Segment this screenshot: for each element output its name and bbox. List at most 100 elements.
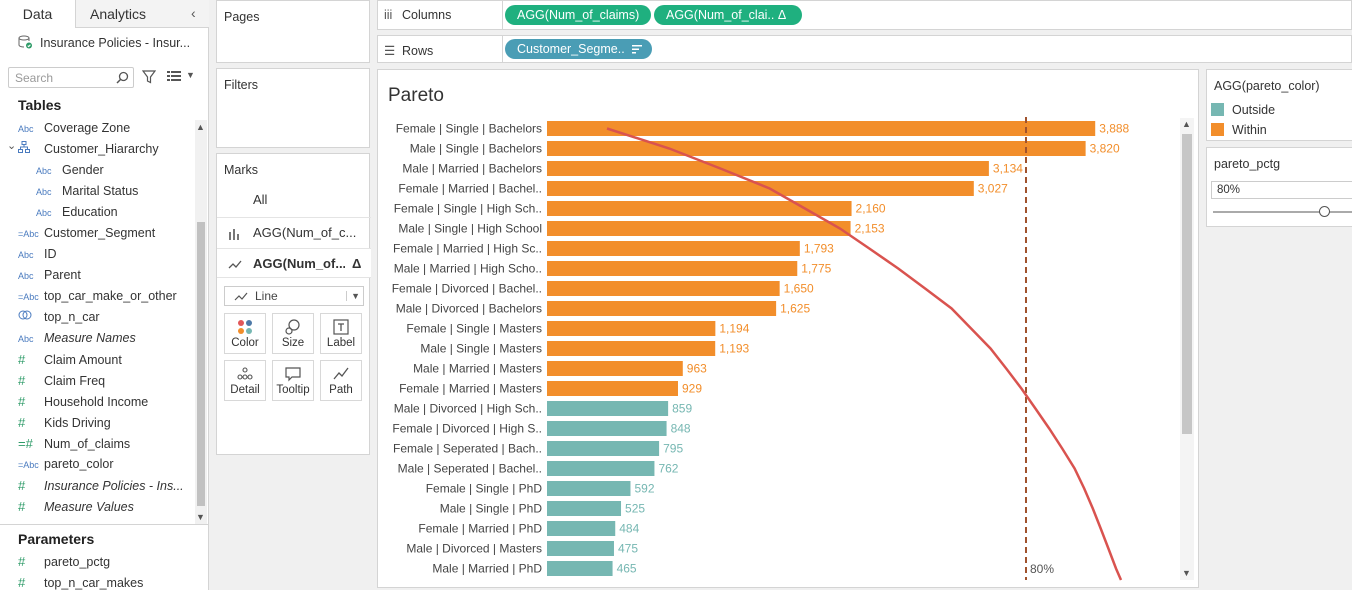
bar[interactable]: [547, 181, 974, 196]
parameter-value-input[interactable]: 80%: [1211, 181, 1352, 199]
detail-button[interactable]: Detail: [224, 360, 266, 401]
row-pill-1[interactable]: Customer_Segme..: [505, 39, 652, 59]
bar[interactable]: [547, 521, 616, 536]
bar[interactable]: [547, 241, 800, 256]
search-icon[interactable]: [116, 71, 129, 84]
field-item[interactable]: Abc ID: [0, 244, 192, 265]
search-input[interactable]: [9, 68, 109, 87]
label-button[interactable]: Label: [320, 313, 362, 354]
marks-line-layer[interactable]: AGG(Num_of... Δ: [217, 248, 371, 278]
legend-item-outside[interactable]: Outside: [1211, 102, 1275, 118]
view-options-icon[interactable]: [167, 70, 181, 84]
parameter-item[interactable]: # top_n_car_makes: [0, 572, 192, 590]
field-item[interactable]: ⌄ Customer_Hiararchy: [0, 139, 192, 160]
category-label: Male | Single | Masters: [420, 342, 542, 356]
category-label: Male | Married | Bachelors: [402, 162, 542, 176]
bar[interactable]: [547, 121, 1096, 136]
bar[interactable]: [547, 541, 614, 556]
field-item[interactable]: Abc Marital Status: [0, 181, 192, 202]
legend-item-within[interactable]: Within: [1211, 122, 1267, 138]
hierarchy-icon: [18, 140, 44, 161]
bar[interactable]: [547, 301, 777, 316]
bar[interactable]: [547, 221, 851, 236]
field-item[interactable]: =Abc pareto_color: [0, 454, 192, 475]
scroll-up-icon[interactable]: ▲: [1182, 119, 1191, 129]
bar[interactable]: [547, 281, 780, 296]
path-button[interactable]: Path: [320, 360, 362, 401]
column-pill-2[interactable]: AGG(Num_of_clai.. Δ: [654, 5, 802, 25]
field-item[interactable]: # Claim Amount: [0, 349, 192, 370]
filters-card[interactable]: Filters: [216, 68, 370, 148]
chart-title: Pareto: [388, 85, 444, 106]
column-pill-1[interactable]: AGG(Num_of_claims): [505, 5, 651, 25]
marks-all-tab[interactable]: All: [217, 185, 371, 215]
category-label: Female | Married | PhD: [418, 522, 542, 536]
datasource-icon: [18, 35, 32, 49]
bar[interactable]: [547, 481, 631, 496]
category-label: Male | Single | Bachelors: [410, 142, 542, 156]
pages-card[interactable]: Pages: [216, 0, 370, 63]
field-item[interactable]: # Household Income: [0, 391, 192, 412]
field-item[interactable]: # Measure Values: [0, 496, 192, 517]
sort-icon[interactable]: [632, 44, 642, 54]
bar[interactable]: [547, 441, 660, 456]
field-item[interactable]: # Claim Freq: [0, 370, 192, 391]
scroll-down-icon[interactable]: ▼: [196, 512, 205, 522]
chevron-down-icon[interactable]: ⌄: [7, 140, 17, 152]
field-list-scrollbar[interactable]: ▲ ▼: [195, 120, 207, 524]
category-label: Male | Divorced | Masters: [406, 542, 542, 556]
datasource-selector[interactable]: Insurance Policies - Insur...: [18, 34, 208, 52]
bar[interactable]: [547, 421, 667, 436]
size-button[interactable]: Size: [272, 313, 314, 354]
field-item[interactable]: # Insurance Policies - Ins...: [0, 475, 192, 496]
chevron-down-icon[interactable]: ▼: [346, 291, 360, 301]
bar[interactable]: [547, 501, 622, 516]
tab-data[interactable]: Data: [0, 0, 76, 28]
pages-title: Pages: [224, 10, 260, 24]
bar[interactable]: [547, 401, 669, 416]
field-item[interactable]: Abc Gender: [0, 160, 192, 181]
bar[interactable]: [547, 261, 798, 276]
bar[interactable]: [547, 341, 716, 356]
bar[interactable]: [547, 321, 716, 336]
field-item[interactable]: =# Num_of_claims: [0, 433, 192, 454]
parameter-item[interactable]: # pareto_pctg: [0, 551, 192, 572]
search-box[interactable]: [8, 67, 134, 88]
field-name: Household Income: [44, 395, 149, 409]
parameter-slider-thumb[interactable]: [1319, 206, 1330, 217]
collapse-pane-icon[interactable]: ‹: [191, 5, 196, 21]
columns-shelf[interactable]: iii Columns AGG(Num_of_claims) AGG(Num_of…: [377, 0, 1352, 30]
value-label: 1,793: [804, 242, 834, 256]
bar[interactable]: [547, 561, 613, 576]
viz-scrollbar[interactable]: ▲ ▼: [1180, 118, 1194, 580]
field-item[interactable]: =Abc Customer_Segment: [0, 223, 192, 244]
field-item[interactable]: # Kids Driving: [0, 412, 192, 433]
scroll-up-icon[interactable]: ▲: [196, 122, 205, 132]
scroll-down-icon[interactable]: ▼: [1182, 568, 1191, 578]
field-item[interactable]: Abc Coverage Zone: [0, 118, 192, 139]
tooltip-button[interactable]: Tooltip: [272, 360, 314, 401]
scrollbar-thumb[interactable]: [1182, 134, 1192, 434]
bar[interactable]: [547, 381, 678, 396]
marks-bar-layer[interactable]: AGG(Num_of_c...: [217, 217, 371, 247]
field-item[interactable]: =Abc top_car_make_or_other: [0, 286, 192, 307]
bar[interactable]: [547, 161, 989, 176]
rows-shelf[interactable]: ☰ Rows Customer_Segme..: [377, 35, 1352, 63]
parameter-slider-track[interactable]: [1213, 211, 1352, 213]
bar[interactable]: [547, 361, 683, 376]
filter-icon[interactable]: [142, 70, 156, 84]
field-item[interactable]: top_n_car: [0, 307, 192, 328]
tab-analytics[interactable]: Analytics: [76, 0, 209, 28]
bar[interactable]: [547, 141, 1086, 156]
field-item[interactable]: Abc Education: [0, 202, 192, 223]
field-item[interactable]: Abc Measure Names: [0, 328, 192, 349]
bar[interactable]: [547, 201, 852, 216]
mark-type-dropdown[interactable]: Line ▼: [224, 286, 364, 306]
cumulative-line[interactable]: [606, 127, 1123, 581]
color-button[interactable]: Color: [224, 313, 266, 354]
field-item[interactable]: Abc Parent: [0, 265, 192, 286]
tooltip-label: Tooltip: [276, 384, 310, 396]
scrollbar-thumb[interactable]: [197, 222, 205, 506]
bar[interactable]: [547, 461, 655, 476]
view-options-caret-icon[interactable]: ▼: [186, 70, 195, 80]
